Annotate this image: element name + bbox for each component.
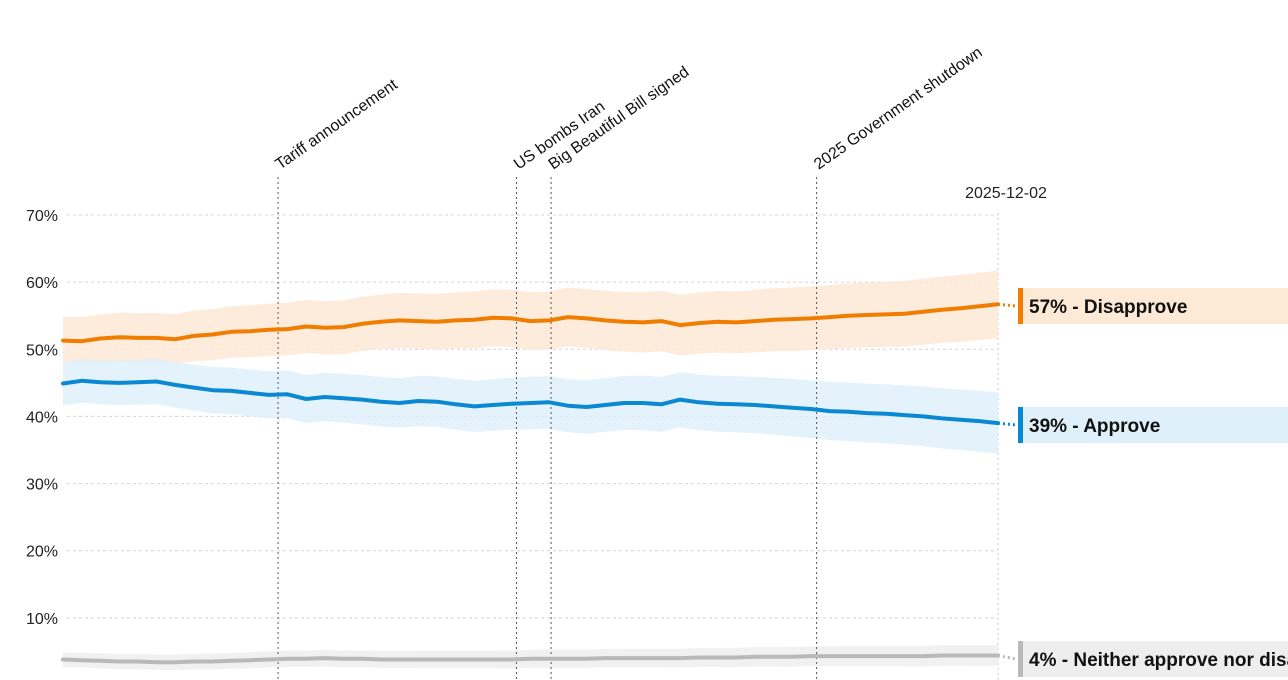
event-label: 2025 Government shutdown <box>811 44 985 173</box>
line-approve <box>61 378 1000 426</box>
end-label-bar <box>1018 407 1023 443</box>
y-tick-label: 70% <box>26 208 58 225</box>
end-label-bar <box>1018 641 1023 677</box>
y-tick-label: 20% <box>26 544 58 561</box>
end-connector <box>997 653 1017 661</box>
end-label-bg <box>1018 641 1288 677</box>
line-neither-approve-nor-disapprove <box>61 653 1000 665</box>
event-label: Tariff announcement <box>273 76 402 173</box>
y-tick-label: 40% <box>26 409 58 426</box>
y-tick-label: 10% <box>26 611 58 628</box>
y-tick-label: 60% <box>26 275 58 292</box>
end-label-bg <box>1018 407 1288 443</box>
series-lines <box>61 302 1000 665</box>
line-disapprove <box>61 302 1000 344</box>
end-connector <box>997 421 1017 427</box>
end-connector <box>997 302 1017 308</box>
confidence-bands <box>63 270 998 670</box>
end-label-bar <box>1018 288 1023 324</box>
end-labels: 57% - Disapprove 39% - Approve 4% - Neithe… <box>997 288 1288 677</box>
y-tick-label: 30% <box>26 477 58 494</box>
band-approve <box>63 358 998 454</box>
end-label: 4% - Neither approve nor disapprove <box>1029 650 1288 671</box>
current-date-label: 2025-12-02 <box>965 185 1047 202</box>
y-tick-label: 50% <box>26 342 58 359</box>
event-label: Big Beautiful Bill signed <box>546 63 693 173</box>
end-label: 39% - Approve <box>1029 416 1160 437</box>
end-label-bg <box>1018 288 1288 324</box>
band-disapprove <box>63 270 998 366</box>
end-label: 57% - Disapprove <box>1029 297 1187 318</box>
